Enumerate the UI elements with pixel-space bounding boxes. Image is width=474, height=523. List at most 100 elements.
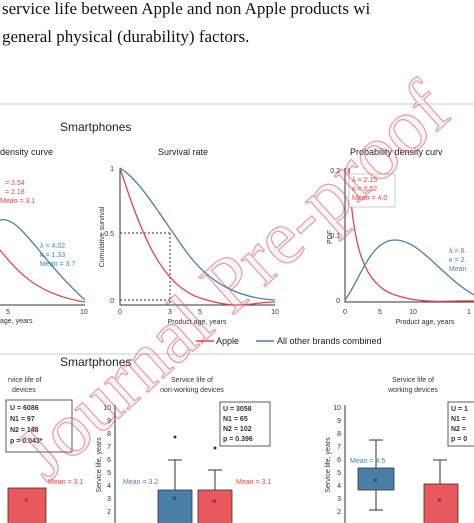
tick-label: 0.2 <box>330 168 340 175</box>
axis-label: Product age, years <box>396 319 455 326</box>
tick-label: 0 <box>336 298 340 305</box>
axis-label: Cumulative survival <box>99 206 106 267</box>
param: Mean = 4.0 <box>352 195 387 202</box>
stat: p = 0.043* <box>10 438 43 445</box>
panel-box: Service life of non-working devices Serv… <box>96 377 271 523</box>
curve-others <box>0 219 86 301</box>
tick-label: 0 <box>118 309 122 316</box>
tick-label: 0.5 <box>104 231 114 238</box>
figure-frame <box>0 103 474 355</box>
param: = 3.54 <box>5 180 25 187</box>
axis <box>119 168 275 306</box>
panel-title: Probability density curv <box>350 147 443 157</box>
param: λ = 6. <box>449 248 466 255</box>
tick-label: 0 <box>110 298 114 305</box>
tick-label: 3 <box>168 309 172 316</box>
body-text: general physical (durability) factors. <box>2 27 249 46</box>
param: λ = 4.02 <box>40 243 65 250</box>
tick-label: 4 <box>337 483 341 490</box>
panel-title: rvice life of <box>8 377 42 384</box>
panel-title: density curve <box>0 147 53 157</box>
curve-others <box>344 239 474 301</box>
tick-label: 5 <box>198 309 202 316</box>
tick-label: 6 <box>107 457 111 464</box>
guide <box>120 232 171 305</box>
tick-label: 10 <box>409 309 417 316</box>
panel-density: density curve = 3.54 = 2.18 Mean = 3.1 λ… <box>0 147 88 325</box>
panel-title: working devices <box>387 387 438 394</box>
legend-label: All other brands combined <box>277 336 382 346</box>
tick-label: 0.1 <box>330 233 340 240</box>
box <box>7 487 47 523</box>
legend-label: Apple <box>216 336 239 346</box>
panel-title: Survival rate <box>158 147 208 157</box>
tick-label: 5 <box>107 470 111 477</box>
mean-label: Mean = 3.1 <box>236 479 271 486</box>
stat: N1 = 97 <box>10 416 35 423</box>
box <box>357 467 395 491</box>
stat: U = 6086 <box>10 405 39 412</box>
tick-label: 3 <box>107 496 111 503</box>
box <box>197 489 233 523</box>
panel-title: Service life of <box>392 377 434 384</box>
param: κ = 0.52 <box>352 186 377 193</box>
tick-label: 8 <box>337 431 341 438</box>
tick-label: 1 <box>110 166 114 173</box>
curve-apple <box>348 167 474 303</box>
axis-label: Product age, years <box>168 319 227 326</box>
panel-survival: Survival rate 1 0.5 0 0 3 5 10 Product a… <box>99 147 279 326</box>
curve-others <box>119 167 276 301</box>
axis-label: Service life, years <box>96 437 103 493</box>
panel-box: Service life of working devices Service … <box>325 377 474 523</box>
legend: Apple All other brands combined <box>196 336 382 346</box>
axis-label: PDF <box>327 230 334 244</box>
tick-label: 9 <box>107 418 111 425</box>
param: Mean = 3.7 <box>40 261 75 268</box>
tick-label: 10 <box>271 309 279 316</box>
tick-label: 0 <box>343 309 347 316</box>
stats-box <box>447 401 474 447</box>
stat: U = 3058 <box>223 406 252 413</box>
panel-title: Service life of <box>171 377 213 384</box>
tick-label: 7 <box>337 444 341 451</box>
tick-label: 5 <box>378 309 382 316</box>
mean-marker: × <box>212 497 217 506</box>
panel-box: rvice life of devices U = 6086 N1 = 97 N… <box>5 377 83 523</box>
tick-label: 8 <box>107 431 111 438</box>
tick-label: 10 <box>103 405 111 412</box>
panel-pdf: Probability density curv 0.2 0.1 0 0 5 1… <box>327 147 474 326</box>
mean-marker: × <box>172 494 177 503</box>
stat: N2 = <box>451 426 466 433</box>
mean-label: Mean = 3.1 <box>48 479 83 486</box>
tick-label: 2 <box>337 509 341 516</box>
stat: N2 = 148 <box>10 427 39 434</box>
mean-label: Mean = 4.5 <box>350 458 385 465</box>
mean-marker: × <box>373 476 378 485</box>
mean-label: Mean = 3.2 <box>123 479 158 486</box>
tick-label: 4 <box>107 483 111 490</box>
stats-box <box>219 401 271 447</box>
stat: U = 1 <box>451 406 468 413</box>
tick-label: 9 <box>337 418 341 425</box>
tick-label: 10 <box>80 309 88 316</box>
tick-label: 3 <box>337 496 341 503</box>
stats-box <box>5 399 73 453</box>
box <box>423 483 459 523</box>
panel-title: devices <box>12 387 36 394</box>
tick-label: 5 <box>337 470 341 477</box>
mean-marker: × <box>24 496 29 505</box>
stat: N1 = 65 <box>223 416 248 423</box>
axis-label: Service life, years <box>325 437 332 493</box>
tick-label: 2 <box>107 509 111 516</box>
outlier <box>213 446 217 450</box>
axis <box>344 168 474 303</box>
stat: N2 = 102 <box>223 426 252 433</box>
panel-title: non-working devices <box>160 387 224 394</box>
param: = 2.18 <box>5 189 25 196</box>
param: λ = 2.15 <box>352 177 377 184</box>
tick-label: 6 <box>337 457 341 464</box>
tick-label: 7 <box>107 444 111 451</box>
axis-label: age, years <box>0 318 33 325</box>
tick-label: 10 <box>333 405 341 412</box>
